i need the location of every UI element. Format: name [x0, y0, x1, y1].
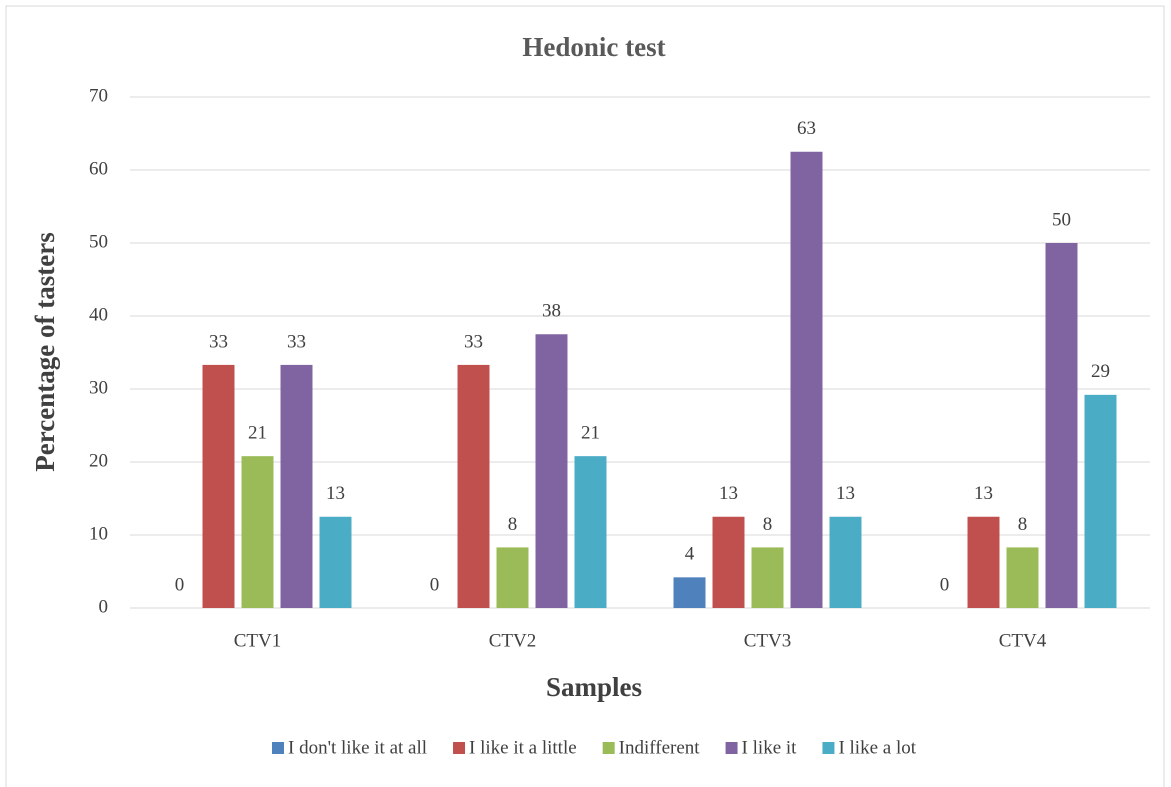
- bar: [1006, 547, 1039, 608]
- y-tick-label: 70: [89, 85, 108, 106]
- y-tick-label: 20: [89, 450, 108, 471]
- x-axis-title: Samples: [546, 672, 642, 702]
- x-tick-label: CTV4: [999, 630, 1047, 651]
- data-label: 38: [542, 301, 561, 322]
- y-tick-label: 50: [89, 231, 108, 252]
- y-tick-label: 10: [89, 523, 108, 544]
- data-label: 0: [430, 574, 440, 595]
- x-tick-label: CTV3: [744, 630, 792, 651]
- data-label: 13: [836, 483, 855, 504]
- bar: [829, 516, 862, 608]
- bar: [712, 516, 745, 608]
- data-label: 0: [940, 574, 950, 595]
- bar: [496, 547, 529, 608]
- data-label: 50: [1052, 209, 1071, 230]
- chart-border: [5, 5, 1165, 787]
- data-label: 33: [464, 331, 483, 352]
- y-tick-label: 40: [89, 304, 108, 325]
- data-label: 33: [287, 331, 306, 352]
- y-axis-title: Percentage of tasters: [30, 232, 60, 471]
- legend-label: I like it a little: [469, 737, 577, 758]
- legend-swatch: [602, 742, 615, 754]
- legend-label: Indifferent: [619, 737, 701, 758]
- legend-label: I don't like it at all: [288, 737, 427, 758]
- bar: [202, 364, 235, 608]
- chart-title: Hedonic test: [522, 32, 665, 62]
- legend-swatch: [822, 742, 835, 754]
- y-tick-label: 0: [99, 596, 109, 617]
- x-tick-label: CTV1: [234, 630, 282, 651]
- y-tick-label: 30: [89, 377, 108, 398]
- bar: [574, 456, 607, 608]
- bar: [1045, 243, 1078, 608]
- data-label: 29: [1091, 361, 1110, 382]
- data-label: 0: [175, 574, 185, 595]
- bar: [319, 516, 352, 608]
- x-tick-label: CTV2: [489, 630, 537, 651]
- data-label: 21: [248, 423, 267, 444]
- data-label: 4: [685, 544, 695, 565]
- bar: [751, 547, 784, 608]
- legend-swatch: [271, 742, 284, 754]
- data-label: 13: [719, 483, 738, 504]
- bar: [457, 364, 490, 608]
- data-label: 63: [797, 118, 816, 139]
- legend-swatch: [453, 742, 466, 754]
- data-label: 8: [763, 514, 773, 535]
- bar: [967, 516, 1000, 608]
- bar: [790, 151, 823, 608]
- data-label: 8: [508, 514, 518, 535]
- data-label: 8: [1018, 514, 1028, 535]
- legend-swatch: [725, 742, 738, 754]
- y-tick-label: 60: [89, 158, 108, 179]
- legend-label: I like it: [742, 737, 798, 758]
- data-label: 21: [581, 423, 600, 444]
- bar: [673, 577, 706, 608]
- bar: [535, 334, 568, 608]
- bar: [280, 364, 313, 608]
- data-label: 13: [974, 483, 993, 504]
- data-label: 13: [326, 483, 345, 504]
- data-label: 33: [209, 331, 228, 352]
- bar: [1084, 394, 1117, 608]
- bar: [241, 456, 274, 608]
- legend: I don't like it at all I like it a little…: [271, 737, 917, 758]
- legend-label: I like a lot: [838, 737, 916, 758]
